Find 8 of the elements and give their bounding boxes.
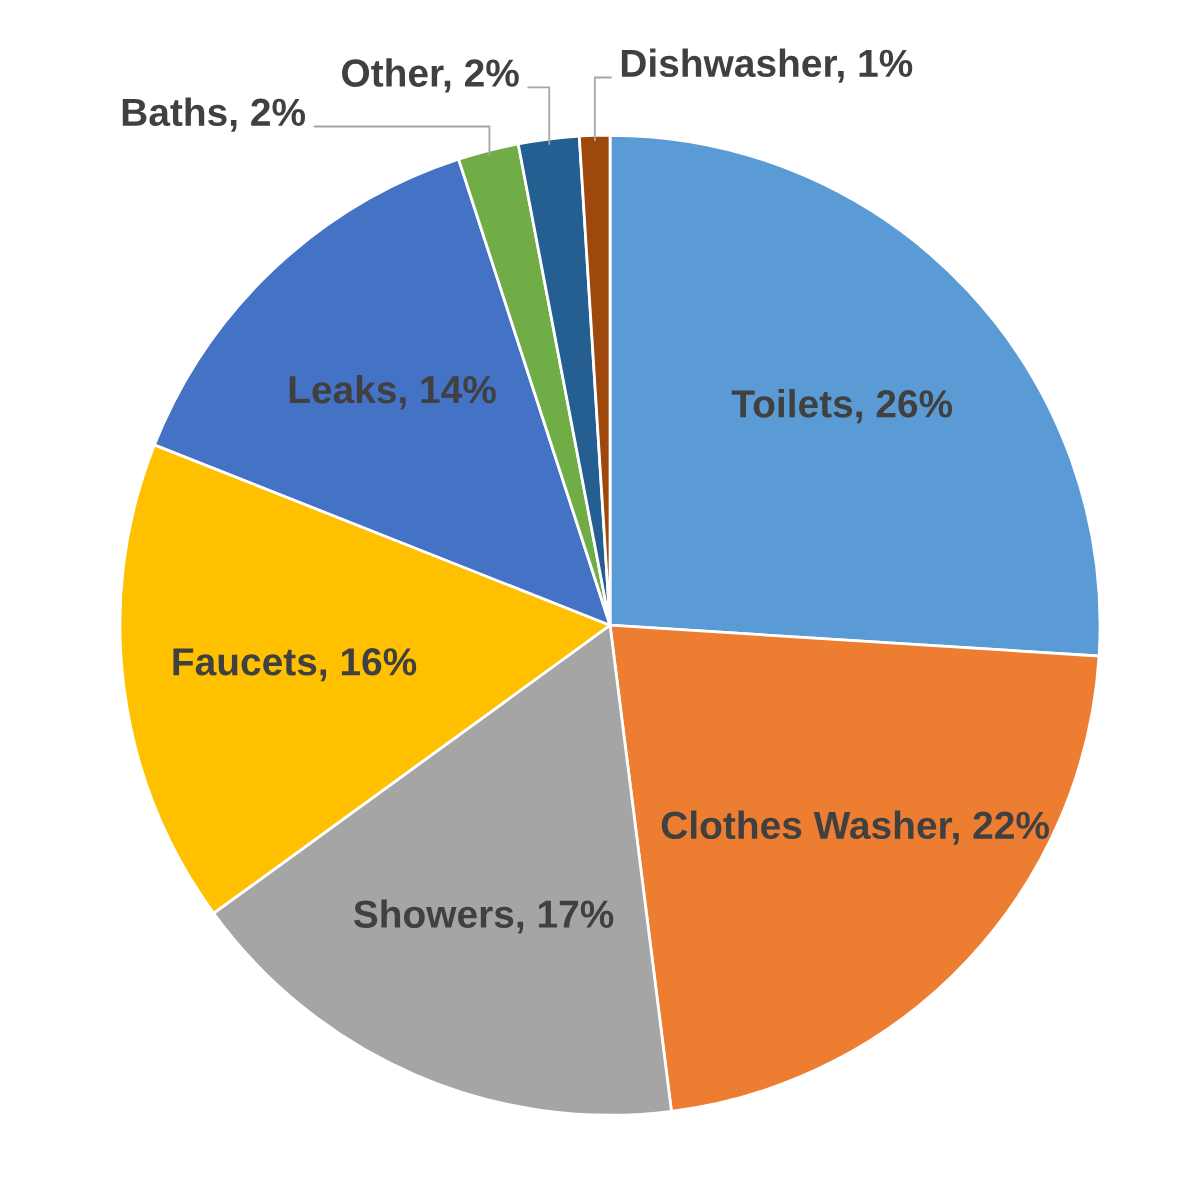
slice-label: Toilets, 26% [731, 389, 953, 424]
slice-label: Clothes Washer, 22% [661, 810, 1049, 845]
slice-label: Faucets, 16% [173, 648, 417, 682]
slice-label: Dishwasher, 1% [621, 48, 913, 83]
slice-label: Leaks, 14% [289, 374, 496, 410]
slice-label: Showers, 17% [353, 899, 614, 934]
slice-label: Baths, 2% [122, 97, 306, 132]
slice-label: Other, 2% [342, 58, 519, 93]
